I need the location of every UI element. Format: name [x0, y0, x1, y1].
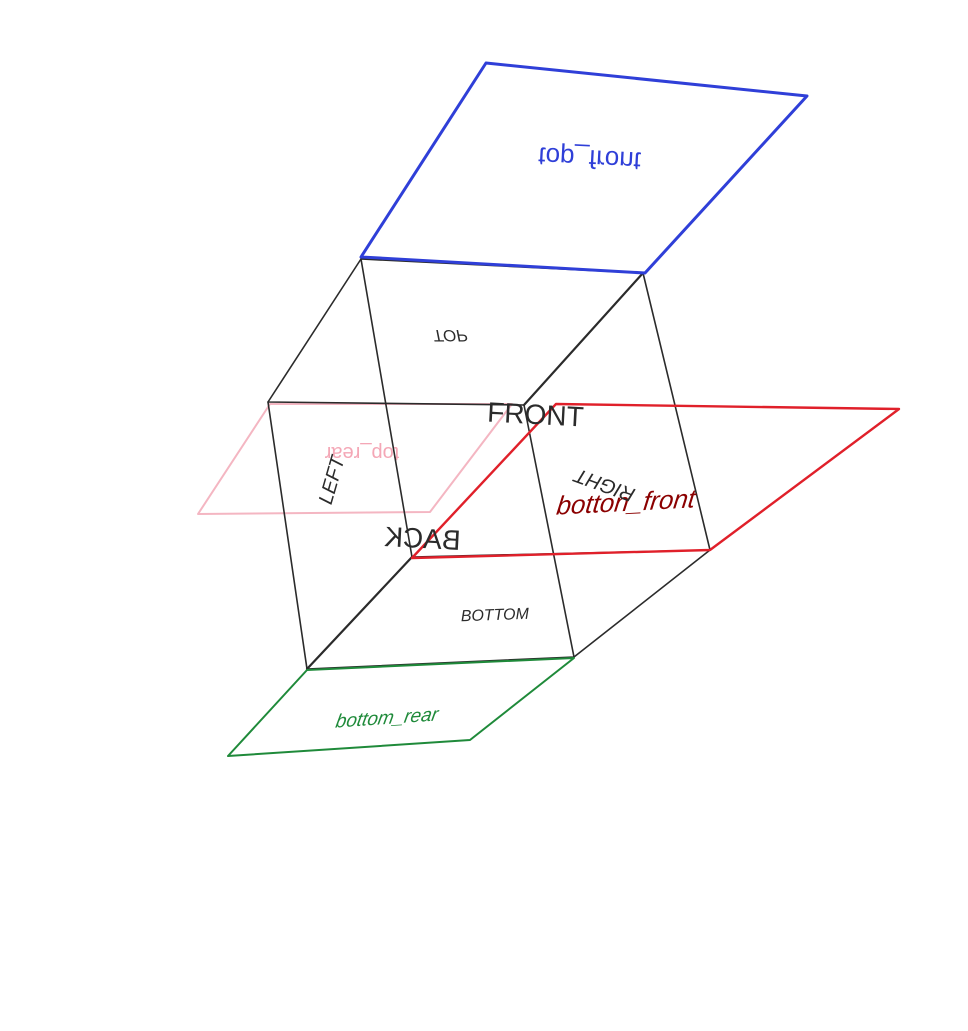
cube-face-labels: TOP FRONT LEFT RIGHT BACK BOTTOM [315, 326, 638, 625]
face-label-bottom: BOTTOM [460, 606, 529, 625]
plane-top-front-label: top_front [537, 141, 642, 176]
plane-bottom-rear-outline [227, 657, 575, 757]
plane-top-front-outline [359, 61, 809, 275]
cube-edge-top-left [360, 258, 413, 558]
plane-top-rear: top_rear [197, 403, 513, 515]
plane-botton-front-outline [410, 402, 901, 560]
cube-edge-back-left [267, 401, 308, 670]
face-label-front: FRONT [487, 397, 585, 433]
plane-botton-front: botton_front [410, 402, 901, 560]
plane-top-rear-outline [197, 403, 513, 515]
cube-edge-top-right [642, 272, 711, 551]
face-label-top: TOP [433, 326, 468, 345]
cube-edge-diag-top [522, 271, 645, 407]
face-label-left: LEFT [315, 452, 350, 507]
cube-edge-front-mid [523, 404, 575, 658]
face-label-back: BACK [383, 521, 461, 556]
plane-bottom-rear-label: bottom_rear [334, 704, 441, 732]
cube-wireframe [267, 258, 711, 671]
plane-bottom-rear: bottom_rear [227, 657, 575, 757]
cube-edge-diag-bottom [305, 555, 414, 671]
plane-top-front: top_front [359, 61, 809, 275]
plane-top-rear-label: top_rear [324, 442, 399, 464]
